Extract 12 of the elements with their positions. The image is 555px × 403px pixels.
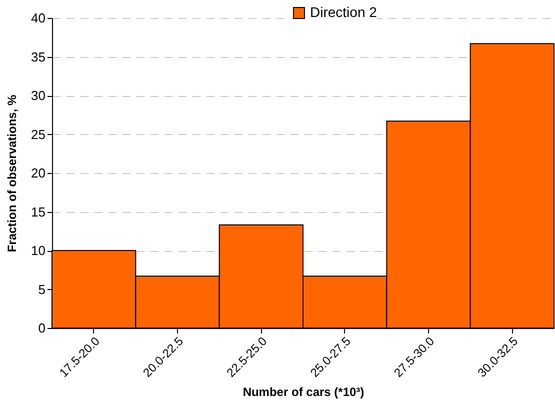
y-axis-title: Fraction of observations, % [5,94,20,252]
y-tick-label: 5 [38,282,46,297]
y-tick-label: 0 [38,320,46,336]
y-tick-label: 10 [31,243,46,258]
y-tick-label: 20 [31,166,46,180]
y-tick-label: 25 [31,126,46,142]
x-axis-title: Number of cars (*10³) [242,385,364,400]
y-tick-label: 35 [31,49,46,64]
y-tick-label: 30 [31,88,46,103]
legend-label: Direction 2 [310,4,378,20]
y-tick-label: 40 [31,10,46,26]
y-tick-label: 15 [31,204,46,220]
